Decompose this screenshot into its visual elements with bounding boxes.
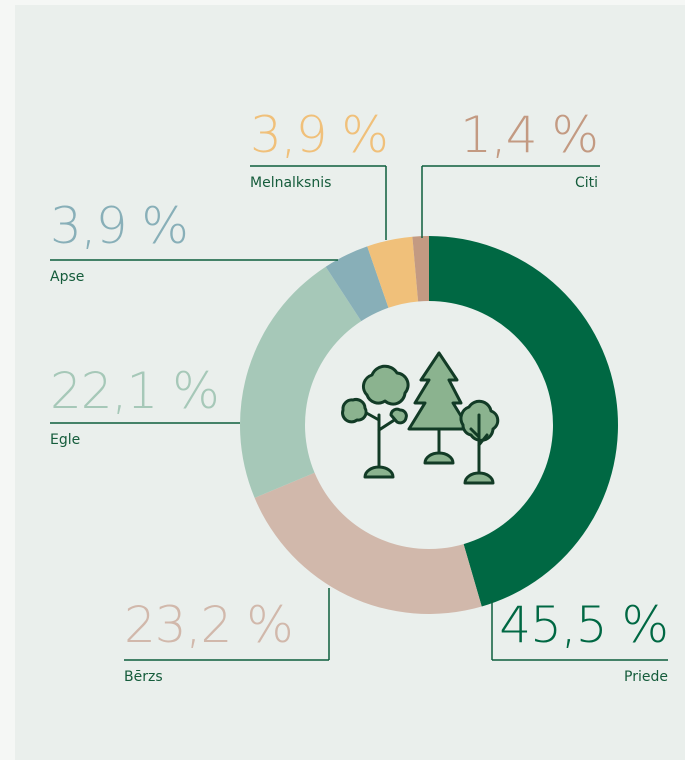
slice <box>325 246 389 322</box>
slice <box>367 236 419 308</box>
category-label: Citi <box>575 175 598 191</box>
tree-icon <box>341 351 500 485</box>
labels: 45,5 % Priede 23,2 % Bērzs 22,1 % Egle 3,9 % Ap… <box>50 106 669 685</box>
category-label: Egle <box>50 432 80 448</box>
category-label: Apse <box>50 269 84 285</box>
slice <box>429 236 618 607</box>
slice <box>254 472 482 614</box>
value-label: 3,9 % <box>250 106 388 164</box>
value-label: 45,5 % <box>499 596 668 654</box>
category-label: Priede <box>624 669 668 685</box>
slice <box>412 236 429 302</box>
donut <box>240 236 618 614</box>
category-label: Melnalksnis <box>250 175 331 191</box>
category-label: Bērzs <box>124 669 163 685</box>
slice <box>240 266 362 498</box>
value-label: 23,2 % <box>124 596 293 654</box>
value-label: 3,9 % <box>50 197 188 255</box>
value-label: 22,1 % <box>50 362 219 420</box>
value-label: 1,4 % <box>460 106 598 164</box>
